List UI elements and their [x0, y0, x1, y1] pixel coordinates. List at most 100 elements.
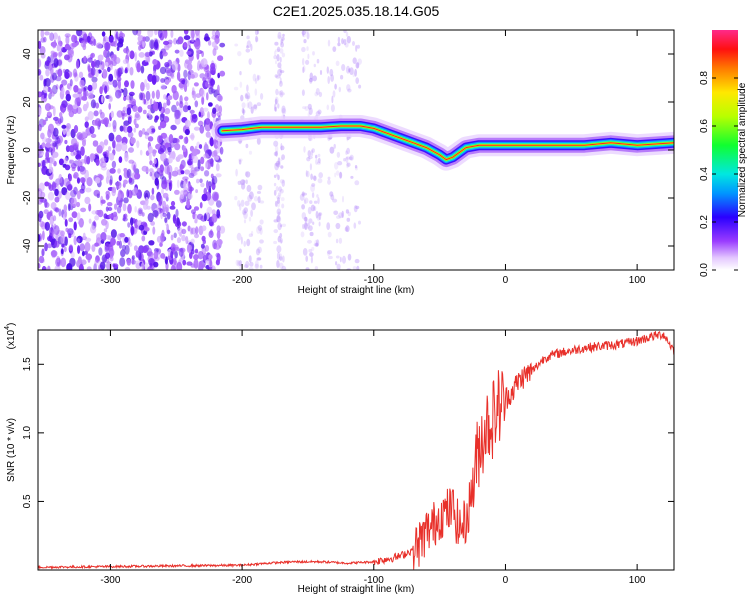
heatmap-cell: [216, 225, 221, 233]
heatmap-cell: [281, 36, 285, 41]
heatmap-cell: [137, 106, 143, 113]
heatmap-cell: [124, 244, 130, 255]
heatmap-cell: [155, 89, 160, 100]
heatmap-cell: [335, 261, 338, 266]
heatmap-cell: [281, 52, 286, 58]
heatmap-cell: [197, 213, 204, 220]
heatmap-cell: [130, 225, 135, 236]
heatmap-cell: [315, 154, 318, 159]
heatmap-cell: [191, 37, 195, 42]
heatmap-cell: [122, 203, 127, 212]
heatmap-cell: [88, 203, 92, 212]
heatmap-cell: [93, 189, 101, 197]
heatmap-cell: [275, 160, 281, 167]
heatmap-cell: [164, 164, 170, 175]
heatmap-cell: [117, 168, 121, 174]
heatmap-cell: [162, 51, 168, 57]
heatmap-cell: [117, 41, 124, 48]
heatmap-cell: [64, 139, 68, 145]
heatmap-cell: [56, 44, 60, 52]
heatmap-cell: [54, 207, 60, 213]
heatmap-cell: [310, 184, 315, 192]
heatmap-cell: [303, 39, 307, 44]
heatmap-cell: [248, 216, 252, 222]
heatmap-cell: [179, 49, 184, 57]
heatmap-cell: [134, 123, 139, 129]
heatmap-cell: [219, 42, 226, 48]
heatmap-cell: [215, 252, 220, 258]
heatmap-cell: [335, 238, 339, 244]
heatmap-cell: [108, 73, 114, 82]
heatmap-cell: [100, 232, 107, 242]
heatmap-cell: [126, 107, 132, 116]
heatmap-cell: [317, 153, 321, 158]
heatmap-cell: [176, 261, 183, 270]
heatmap-cell: [84, 116, 89, 122]
heatmap-cell: [256, 37, 259, 42]
heatmap-cell: [71, 211, 78, 219]
heatmap-cell: [329, 68, 334, 77]
heatmap-cell: [139, 149, 143, 156]
heatmap-cell: [93, 110, 99, 117]
heatmap-cell: [276, 252, 281, 260]
heatmap-cell: [69, 79, 73, 87]
heatmap-cell: [301, 204, 305, 210]
spectrogram-y-tick-label: 40: [22, 48, 33, 60]
spectrogram-x-tick-label: 0: [503, 275, 509, 286]
heatmap-cell: [88, 218, 92, 224]
heatmap-cell: [45, 142, 52, 148]
heatmap-cell: [183, 83, 188, 92]
heatmap-cell: [354, 180, 360, 186]
heatmap-cell: [79, 79, 85, 88]
heatmap-cell: [140, 81, 145, 92]
heatmap-cell: [246, 95, 249, 102]
heatmap-cell: [162, 200, 167, 210]
heatmap-cell: [105, 206, 109, 212]
heatmap-cell: [149, 39, 155, 50]
heatmap-cell: [186, 50, 192, 55]
heatmap-cell: [148, 146, 153, 154]
heatmap-cell: [64, 236, 68, 246]
heatmap-cell: [95, 68, 99, 78]
heatmap-cell: [203, 187, 208, 195]
heatmap-cell: [154, 171, 160, 179]
heatmap-cell: [195, 226, 199, 235]
heatmap-cell: [133, 187, 138, 195]
heatmap-cell: [83, 86, 89, 91]
heatmap-cell: [277, 211, 281, 215]
heatmap-cell: [331, 95, 334, 104]
heatmap-cell: [307, 103, 312, 110]
heatmap-cell: [170, 124, 177, 131]
heatmap-cell: [278, 186, 282, 193]
heatmap-cell: [95, 102, 100, 109]
heatmap-cell: [46, 146, 53, 153]
heatmap-cell: [279, 256, 283, 261]
heatmap-cell: [77, 245, 81, 254]
spectrogram-x-tick-label: -200: [232, 275, 252, 286]
heatmap-cell: [176, 169, 183, 176]
heatmap-cell: [314, 239, 318, 247]
heatmap-cell: [116, 76, 122, 82]
heatmap-cell: [95, 177, 101, 184]
heatmap-cell: [281, 105, 286, 114]
heatmap-cell: [199, 88, 206, 98]
heatmap-cell: [163, 94, 167, 100]
heatmap-cell: [123, 168, 128, 173]
heatmap-cell: [330, 74, 334, 82]
heatmap-cell: [330, 104, 335, 112]
heatmap-cell: [275, 150, 278, 157]
heatmap-cell: [90, 225, 97, 234]
heatmap-cell: [74, 72, 78, 77]
heatmap-cell: [280, 42, 284, 48]
heatmap-cell: [170, 251, 174, 259]
heatmap-cell: [150, 128, 156, 133]
heatmap-cell: [38, 40, 42, 50]
heatmap-cell: [160, 84, 166, 91]
heatmap-cell: [274, 96, 279, 105]
heatmap-cell: [277, 222, 282, 231]
heatmap-cell: [346, 147, 350, 155]
heatmap-cell: [275, 160, 281, 168]
heatmap-cell: [304, 216, 308, 224]
heatmap-cell: [273, 140, 279, 147]
heatmap-cell: [73, 221, 77, 231]
